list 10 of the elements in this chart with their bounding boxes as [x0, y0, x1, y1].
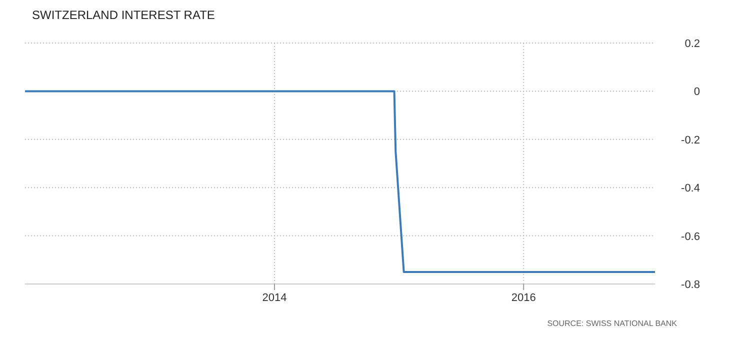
chart-title: SWITZERLAND INTEREST RATE — [32, 8, 215, 22]
y-tick-label: -0.8 — [681, 279, 700, 291]
y-tick-label: -0.2 — [681, 134, 700, 146]
x-tick-label: 2016 — [511, 292, 536, 304]
y-tick-label: -0.4 — [681, 182, 700, 195]
y-tick-label: -0.6 — [681, 230, 700, 243]
y-tick-label: 0 — [694, 86, 700, 98]
y-tick-label: 0.2 — [684, 38, 700, 50]
x-tick-label: 2014 — [262, 292, 287, 304]
source-note: SOURCE: SWISS NATIONAL BANK — [547, 319, 678, 328]
